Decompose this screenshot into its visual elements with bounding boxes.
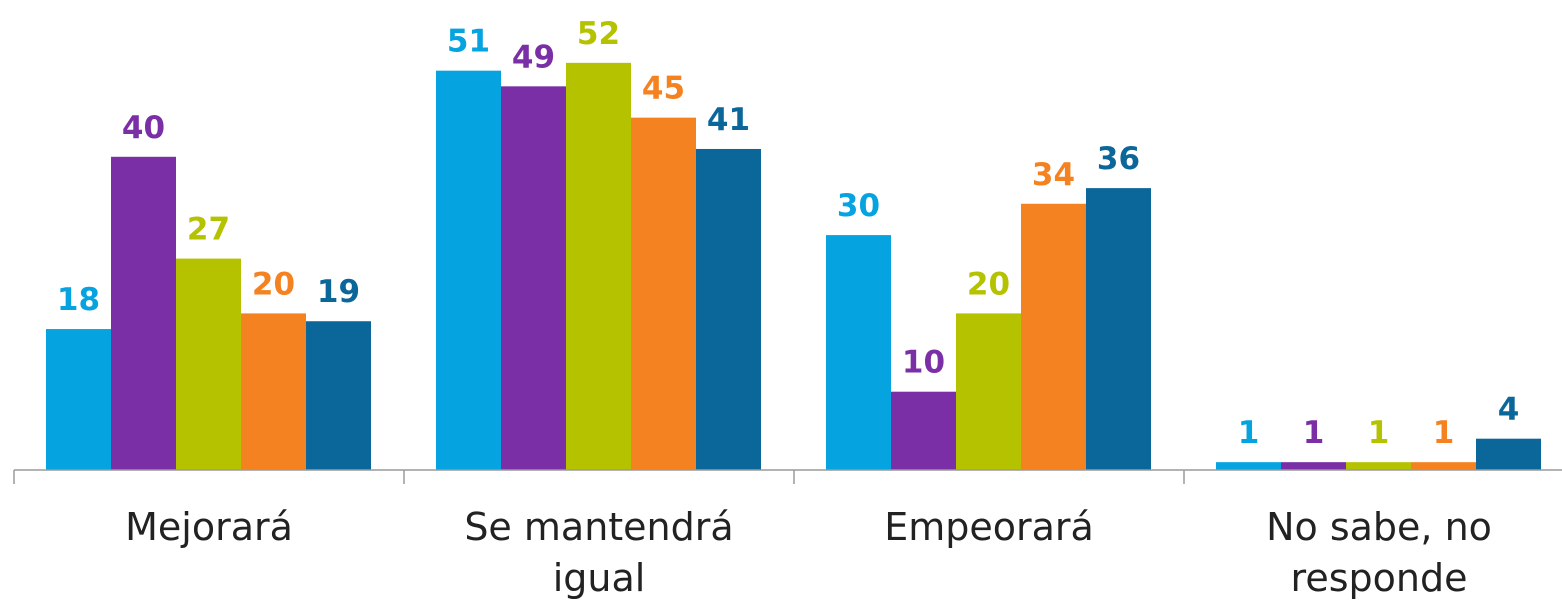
bar <box>306 321 371 470</box>
bar <box>111 156 176 471</box>
data-label: 40 <box>122 110 165 146</box>
category-label: Empeorará <box>884 505 1094 549</box>
category-label-line: No sabe, no <box>1266 505 1492 549</box>
data-label: 1 <box>1368 415 1390 451</box>
value-labels-group: 18 51 30 1 40 49 10 1 27 52 20 1 20 45 34 1 19 41 36 4 <box>57 16 1519 451</box>
bar <box>46 329 111 470</box>
bar <box>1086 188 1151 470</box>
data-label: 27 <box>187 212 230 248</box>
data-label: 30 <box>837 188 880 224</box>
data-label: 41 <box>707 102 750 138</box>
category-label-line: Empeorará <box>884 505 1094 549</box>
bar <box>1476 438 1541 470</box>
data-label: 19 <box>317 274 360 310</box>
data-label: 1 <box>1303 415 1325 451</box>
category-label: Se mantendrá igual <box>464 505 733 600</box>
data-label: 34 <box>1032 157 1075 193</box>
category-label-line: Se mantendrá <box>464 505 733 549</box>
bar <box>1346 462 1411 470</box>
data-label: 49 <box>512 39 555 75</box>
bars-group <box>46 62 1541 471</box>
category-label-line: igual <box>553 556 646 600</box>
data-label: 20 <box>967 266 1010 302</box>
data-label: 51 <box>447 24 490 60</box>
bar <box>1021 203 1086 470</box>
data-label: 45 <box>642 71 685 107</box>
bar <box>566 62 631 471</box>
bar <box>956 313 1021 470</box>
data-label: 1 <box>1238 415 1260 451</box>
category-labels-group: Mejorará Se mantendrá igual Empeorará No sab… <box>125 505 1492 600</box>
bar <box>1411 462 1476 470</box>
data-label: 1 <box>1433 415 1455 451</box>
data-label: 52 <box>577 16 620 52</box>
bar <box>241 313 306 470</box>
category-label: No sabe, no responde <box>1266 505 1492 600</box>
data-label: 18 <box>57 282 100 318</box>
bar <box>1216 462 1281 470</box>
category-label-line: Mejorará <box>125 505 293 549</box>
data-label: 4 <box>1498 392 1520 428</box>
bar <box>696 148 761 470</box>
data-label: 10 <box>902 345 945 381</box>
data-label: 36 <box>1097 141 1140 177</box>
bar <box>176 258 241 470</box>
bar <box>436 70 501 471</box>
x-axis-ticks <box>13 470 1185 484</box>
data-label: 20 <box>252 266 295 302</box>
bar <box>631 117 696 471</box>
category-label: Mejorará <box>125 505 293 549</box>
bar <box>891 391 956 470</box>
category-label-line: responde <box>1291 556 1468 600</box>
bar <box>826 235 891 470</box>
bar <box>501 86 566 470</box>
bar <box>1281 462 1346 470</box>
